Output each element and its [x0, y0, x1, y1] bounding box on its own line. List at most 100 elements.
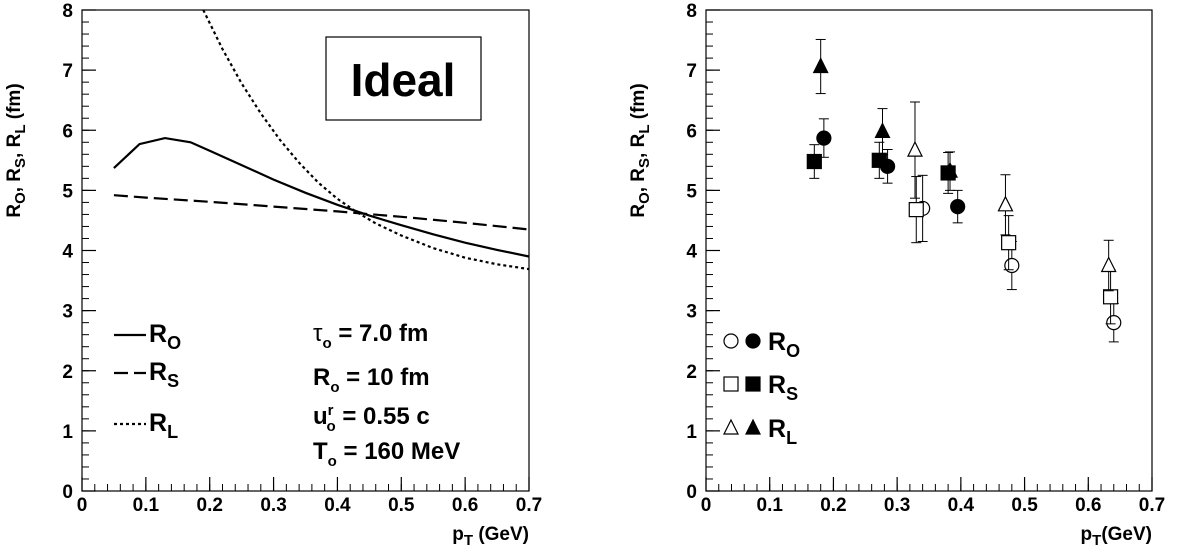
y-tick-label: 3 [686, 302, 697, 323]
x-axis-title-rest: (GeV) [1101, 524, 1152, 545]
y-tick-label: 7 [62, 61, 73, 82]
param-sub: o [330, 379, 339, 396]
param-line-3: ur o = 0.55 c [313, 402, 430, 435]
ideal-label: Ideal [351, 54, 456, 106]
param-sub: o [322, 335, 331, 352]
data-point-triangle-filled [874, 122, 891, 139]
data-point-square-open [1102, 289, 1119, 305]
legend-label-main: R [768, 371, 786, 399]
x-tick-label: 0.5 [388, 495, 415, 516]
data-point-square-open [1001, 235, 1017, 251]
legend-label-main: R [149, 358, 167, 386]
y-tick-label: 2 [686, 362, 697, 383]
curve-r-s [113, 194, 530, 231]
y-tick-label: 8 [686, 1, 697, 22]
param-sub: o [327, 418, 336, 435]
legend-label-main: R [768, 415, 786, 443]
y-tick-label: 5 [686, 181, 697, 202]
data-point-triangle-filled [942, 161, 958, 178]
data-point-triangle-open [907, 140, 923, 157]
data-point-square-filled [871, 152, 887, 168]
y-tick-label: 8 [62, 1, 73, 22]
y-tick-label: 5 [62, 181, 73, 202]
x-tick-label: 0.2 [197, 495, 223, 516]
x-tick-label: 0.6 [1075, 495, 1101, 516]
y-tick-label: 3 [62, 302, 73, 323]
y-axis-title-part: , R [4, 168, 25, 193]
x-axis-title-sub: T [464, 532, 473, 549]
legend-label-o: RO [149, 320, 181, 353]
y-axis-title-part: , R [628, 133, 649, 158]
legend-label-o: RO [768, 328, 800, 361]
param-symbol: T [313, 438, 328, 465]
x-axis-title: pT(GeV) [1081, 524, 1152, 549]
legend-label-main: R [149, 320, 167, 348]
y-axis-title-sub: L [12, 125, 29, 134]
param-line-1: τo = 7.0 fm [313, 320, 428, 352]
y-axis-title: RO, RS, RL (fm) [4, 83, 29, 217]
y-tick-label: 0 [686, 482, 697, 503]
y-axis-title-sub: S [12, 158, 29, 168]
y-axis-title-sub: L [636, 125, 653, 134]
legend-label-sub: S [786, 384, 798, 404]
x-tick-label: 0.1 [133, 495, 160, 516]
param-rest: = 10 fm [340, 364, 430, 391]
legend-marker-open-square [723, 376, 739, 392]
curve-r-o [113, 136, 530, 258]
x-axis-title-main: p [1081, 524, 1093, 545]
param-line-2: Ro = 10 fm [313, 364, 430, 396]
data-point-square-open [908, 202, 924, 218]
y-axis-title-part: R [628, 204, 649, 218]
x-tick-label: 0 [701, 495, 712, 516]
legend-label-sub: S [167, 371, 179, 391]
x-axis-title: pT (GeV) [452, 524, 529, 549]
legend-label-main: R [768, 328, 786, 356]
y-axis-title-part: R [4, 204, 25, 218]
y-axis-title-sub: O [12, 192, 29, 204]
data-point-triangle-filled [812, 57, 829, 74]
y-tick-label: 0 [62, 482, 73, 503]
y-axis-title-part: (fm) [628, 83, 649, 124]
x-axis-title-rest: (GeV) [473, 524, 529, 545]
legend-marker-open-circle [723, 333, 739, 349]
x-tick-label: 0.7 [1139, 495, 1165, 516]
x-tick-label: 0 [77, 495, 88, 516]
x-tick-label: 0.5 [1011, 495, 1038, 516]
data-point-circle-filled [950, 199, 966, 215]
x-tick-label: 0.4 [948, 495, 975, 516]
x-tick-label: 0.3 [260, 495, 286, 516]
param-symbol: τ [313, 320, 323, 347]
y-tick-label: 2 [62, 362, 73, 383]
legend-label-sub: L [167, 422, 178, 442]
data-point-circle-open [1106, 315, 1122, 331]
param-rest: = 7.0 fm [332, 320, 429, 347]
chart-panel-2: 0 0.1 0.2 0.3 0.4 0.5 0.6 0.7012345678pT(GeV)RO… [628, 1, 1165, 549]
legend-marker-open-triangle [723, 418, 739, 435]
y-tick-label: 7 [686, 61, 697, 82]
param-sub: o [328, 453, 337, 470]
legend-label-main: R [149, 409, 167, 437]
x-axis-title-main: p [452, 524, 464, 545]
legend-label-sub: O [786, 341, 800, 361]
y-tick-label: 4 [62, 242, 73, 263]
y-tick-label: 4 [686, 242, 697, 263]
legend-label-s: RS [149, 358, 179, 391]
legend-marker-filled-triangle [745, 418, 761, 435]
data-point-square-filled [806, 153, 822, 170]
param-rest: = 160 MeV [337, 438, 460, 465]
y-tick-label: 6 [62, 121, 73, 142]
param-symbol: R [313, 364, 330, 391]
legend-marker-filled-circle [745, 333, 761, 349]
y-tick-label: 1 [686, 422, 697, 443]
y-axis-title-sub: S [636, 158, 653, 168]
y-axis-title-part: (fm) [4, 83, 25, 124]
legend-label-s: RS [768, 371, 798, 404]
y-axis-title-sub: O [636, 192, 653, 204]
legend-label-sub: L [786, 428, 797, 448]
x-tick-label: 0.1 [757, 495, 784, 516]
param-sup: r [328, 402, 334, 419]
y-tick-label: 1 [62, 422, 73, 443]
x-tick-label: 0.3 [884, 495, 910, 516]
